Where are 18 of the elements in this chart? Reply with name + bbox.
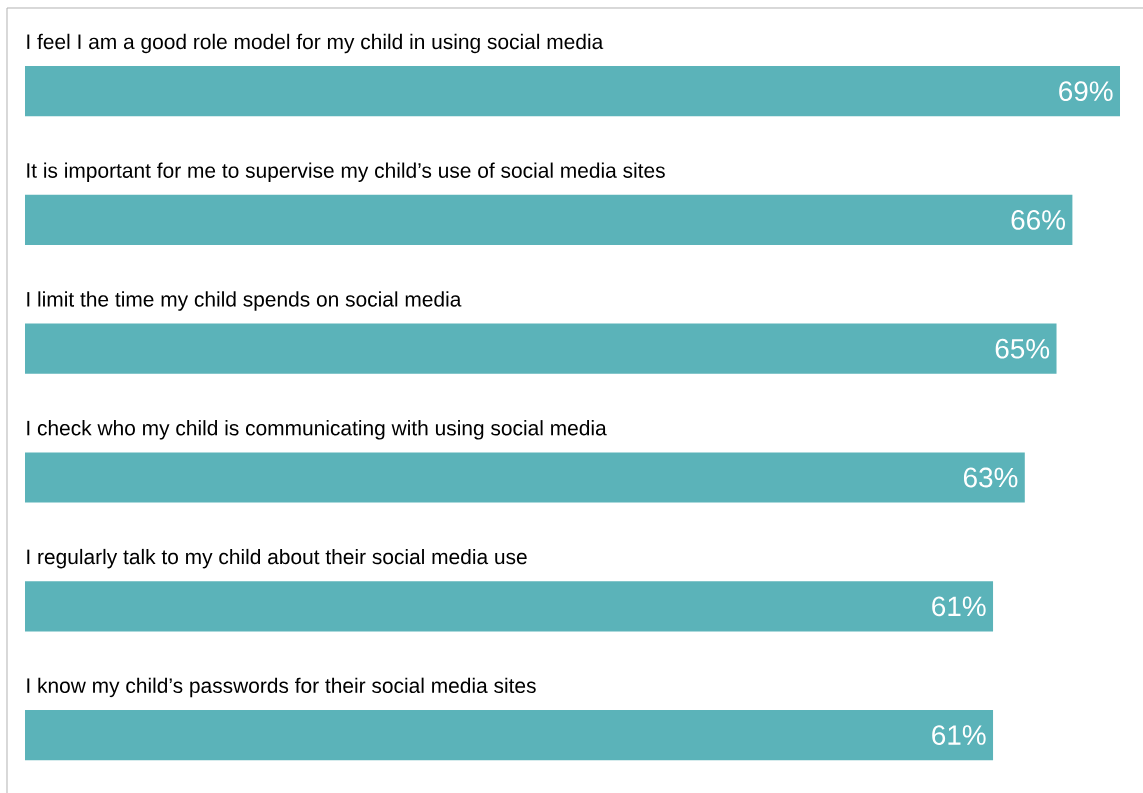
- bar: [25, 581, 994, 632]
- y-tick-label: I limit the time my child spends on social media: [27, 291, 462, 311]
- y-tick-label: I feel I am a good role model for my child in using social media: [27, 33, 604, 54]
- bar: [25, 452, 1025, 503]
- data-label: 61%: [932, 596, 986, 617]
- data-label: 66%: [1011, 210, 1065, 230]
- bar: [25, 709, 994, 761]
- y-tick-label: I know my child’s passwords for their social media sites: [27, 677, 536, 698]
- y-tick-label: I check who my child is communicating with using social media: [27, 420, 607, 440]
- data-label: 61%: [932, 725, 986, 745]
- y-tick-label: I regularly talk to my child about their social media use: [27, 548, 527, 569]
- y-tick-label: It is important for me to supervise my child’s use of social media sites: [27, 162, 665, 183]
- bar: [25, 194, 1073, 246]
- bar: [25, 66, 1121, 117]
- data-label: 63%: [963, 467, 1018, 488]
- data-label: 69%: [1059, 81, 1113, 102]
- bar: [25, 323, 1057, 374]
- data-label: 65%: [995, 338, 1050, 359]
